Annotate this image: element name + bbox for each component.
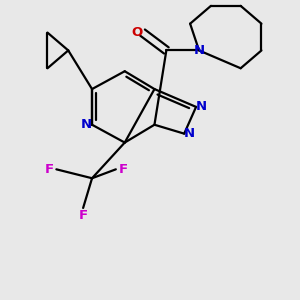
Text: F: F [44,163,53,176]
Text: N: N [184,127,195,140]
Text: N: N [194,44,205,57]
Text: F: F [79,209,88,222]
Text: N: N [196,100,207,113]
Text: O: O [132,26,143,39]
Text: F: F [119,163,128,176]
Text: N: N [81,118,92,131]
